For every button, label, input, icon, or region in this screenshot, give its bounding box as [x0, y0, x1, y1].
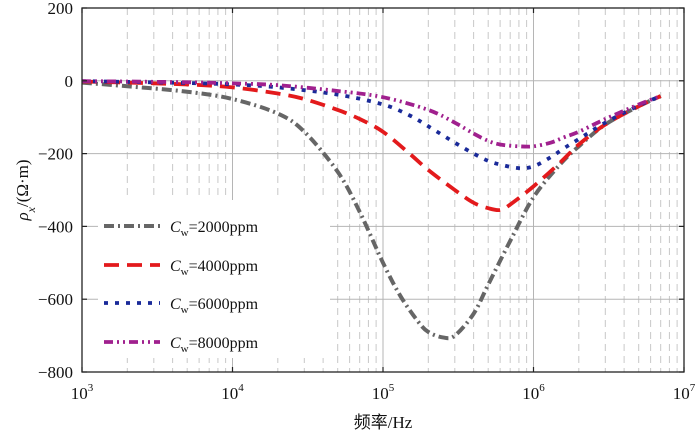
legend: Cw=2000ppm Cw=4000ppm Cw=6000ppm Cw=8000ppm: [98, 200, 330, 358]
x-tick-label: 105: [372, 382, 395, 403]
series-line-2: [81, 79, 662, 213]
y-tick-label: 200: [48, 0, 74, 18]
y-tick-label: −400: [38, 217, 73, 236]
x-axis: 103 104 105 106 107: [71, 8, 696, 403]
x-axis-title: 频率/Hz: [354, 413, 413, 432]
y-tick-label: 0: [65, 72, 74, 91]
y-tick-label: −200: [38, 145, 73, 164]
legend-label-1: Cw=2000ppm: [170, 219, 259, 239]
legend-label-3: Cw=6000ppm: [170, 296, 259, 316]
x-tick-label: 107: [673, 382, 696, 403]
series-layer: [81, 79, 662, 341]
legend-background: [98, 200, 330, 358]
legend-label-2: Cw=4000ppm: [170, 258, 259, 278]
x-tick-label: 106: [522, 382, 545, 403]
y-tick-label: −600: [38, 290, 73, 309]
x-tick-label: 103: [71, 382, 94, 403]
y-axis: 200 0 −200 −400 −600 −800: [38, 0, 684, 382]
y-axis-title-text: ρx/(Ω·m): [13, 159, 38, 221]
y-axis-title: ρx/(Ω·m): [13, 159, 38, 221]
y-tick-label: −800: [38, 363, 73, 382]
series-line-4: [81, 79, 662, 149]
x-tick-label: 104: [221, 382, 244, 403]
legend-label-4: Cw=8000ppm: [170, 335, 259, 355]
